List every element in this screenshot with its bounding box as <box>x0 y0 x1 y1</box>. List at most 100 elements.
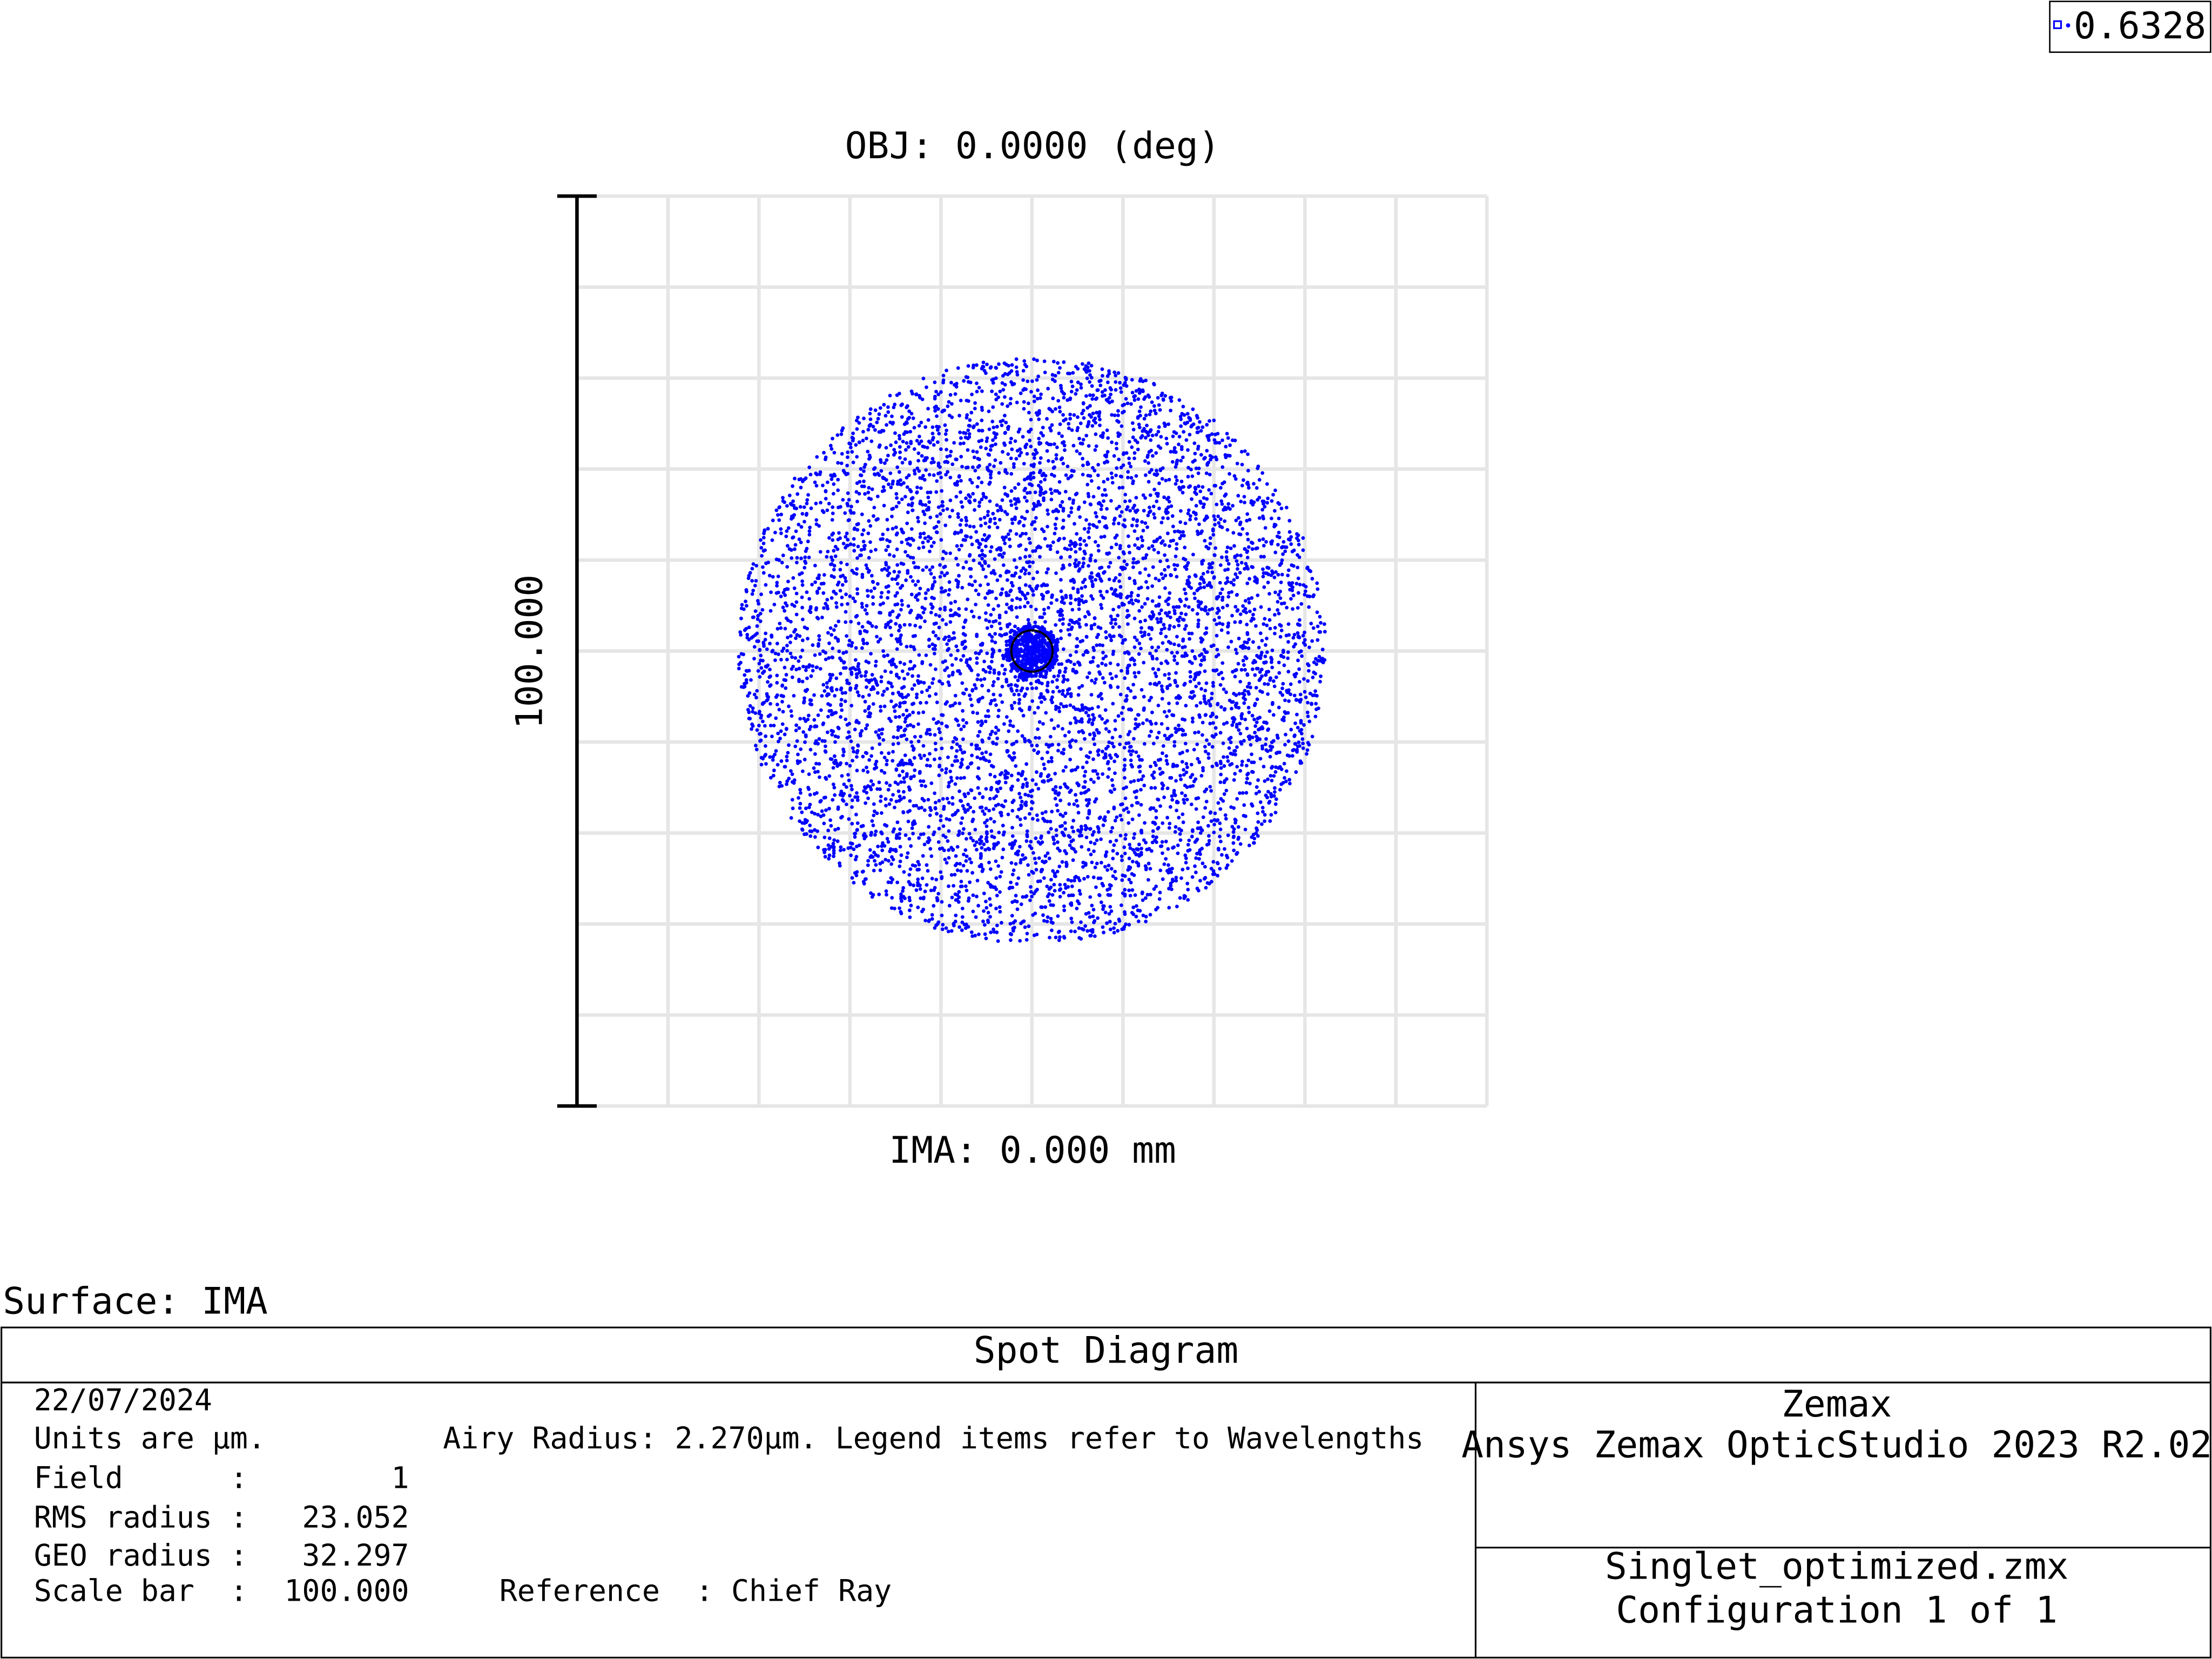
ray-spot <box>998 890 1002 894</box>
ray-spot <box>1131 683 1136 687</box>
ray-spot <box>934 800 938 805</box>
ray-spot <box>927 694 932 698</box>
ray-spot <box>1145 597 1150 601</box>
ray-spot <box>1050 759 1054 764</box>
ray-spot <box>868 407 873 411</box>
ray-spot <box>874 548 878 552</box>
ray-spot <box>912 469 916 473</box>
ray-spot <box>1118 544 1122 548</box>
ray-spot <box>1065 692 1070 696</box>
ray-spot <box>1132 832 1137 836</box>
ray-spot <box>947 683 952 687</box>
ray-spot <box>903 727 907 731</box>
ray-spot <box>1058 613 1062 617</box>
ray-spot <box>1273 631 1277 636</box>
ray-spot <box>1015 449 1020 453</box>
ray-spot <box>1141 898 1145 902</box>
ray-spot <box>1074 739 1078 743</box>
ray-spot <box>1265 795 1269 800</box>
ray-spot <box>1109 621 1113 625</box>
ray-spot <box>1166 565 1170 569</box>
ray-spot <box>989 624 994 629</box>
ray-spot <box>1136 713 1140 717</box>
ray-spot <box>1108 905 1112 909</box>
ray-spot <box>1094 797 1098 801</box>
ray-spot <box>891 750 895 754</box>
ray-spot <box>806 717 810 721</box>
ray-spot <box>906 672 910 676</box>
ray-spot <box>1010 872 1015 876</box>
ray-spot <box>896 789 901 793</box>
ray-spot <box>1267 608 1271 611</box>
ray-spot <box>1009 786 1013 791</box>
ray-spot <box>793 543 798 547</box>
ray-spot <box>899 895 903 899</box>
ray-spot <box>948 769 953 773</box>
ray-spot <box>1250 547 1255 551</box>
ray-spot <box>1206 752 1211 756</box>
ray-spot <box>984 439 989 443</box>
ray-spot <box>1059 629 1063 633</box>
ray-spot <box>967 499 971 503</box>
ray-spot <box>914 888 919 892</box>
ray-spot <box>1034 586 1038 590</box>
ray-spot <box>1165 726 1170 731</box>
ray-spot <box>1161 786 1164 791</box>
ray-spot <box>990 635 994 639</box>
ray-spot <box>1179 424 1183 428</box>
ray-spot <box>1130 445 1134 449</box>
ray-spot <box>1109 471 1114 475</box>
ray-spot <box>1142 427 1146 431</box>
ray-spot <box>886 405 890 409</box>
ray-spot <box>989 817 993 821</box>
ray-spot <box>1046 524 1049 529</box>
ray-spot <box>916 458 920 463</box>
ray-spot <box>1101 374 1104 378</box>
ray-spot <box>799 525 804 529</box>
ray-spot <box>1303 589 1307 594</box>
ray-spot <box>930 913 934 917</box>
ray-spot <box>1104 850 1109 854</box>
ray-spot <box>951 847 955 852</box>
ray-spot <box>1059 578 1063 582</box>
ray-spot <box>1263 655 1267 658</box>
ray-spot <box>956 585 960 589</box>
ray-spot <box>1200 828 1204 832</box>
ray-spot <box>1204 799 1209 804</box>
ray-spot <box>1056 748 1060 753</box>
ray-spot <box>1261 575 1265 579</box>
ray-spot <box>1104 630 1108 634</box>
ray-spot <box>831 766 835 770</box>
ray-spot <box>863 674 867 678</box>
ray-spot <box>1194 574 1198 578</box>
ray-spot <box>887 565 891 570</box>
ray-spot <box>1166 847 1170 851</box>
ray-spot <box>1149 786 1154 790</box>
ray-spot <box>1134 722 1138 726</box>
ray-spot <box>970 819 975 824</box>
ray-spot <box>1083 705 1087 710</box>
ray-spot <box>1073 875 1077 880</box>
ray-spot <box>897 434 901 438</box>
ray-spot <box>1249 743 1253 747</box>
ray-spot <box>1142 694 1146 699</box>
ray-spot <box>1193 487 1198 491</box>
ray-spot <box>1260 471 1265 475</box>
ray-spot <box>1256 811 1260 815</box>
ray-spot <box>873 428 877 432</box>
ray-spot <box>940 913 944 918</box>
ray-spot <box>1183 604 1187 608</box>
ray-spot <box>1262 622 1266 626</box>
ray-spot <box>1286 574 1290 577</box>
ray-spot <box>1180 654 1184 658</box>
ray-spot <box>754 747 759 752</box>
ray-spot <box>1208 562 1212 567</box>
ray-spot <box>940 721 944 725</box>
ray-spot <box>1012 465 1016 469</box>
ray-spot <box>1226 759 1230 763</box>
ray-spot <box>1189 763 1193 767</box>
ray-spot <box>881 841 885 845</box>
ray-spot <box>1077 888 1082 893</box>
ray-spot <box>915 490 919 494</box>
ray-spot <box>1114 838 1118 842</box>
